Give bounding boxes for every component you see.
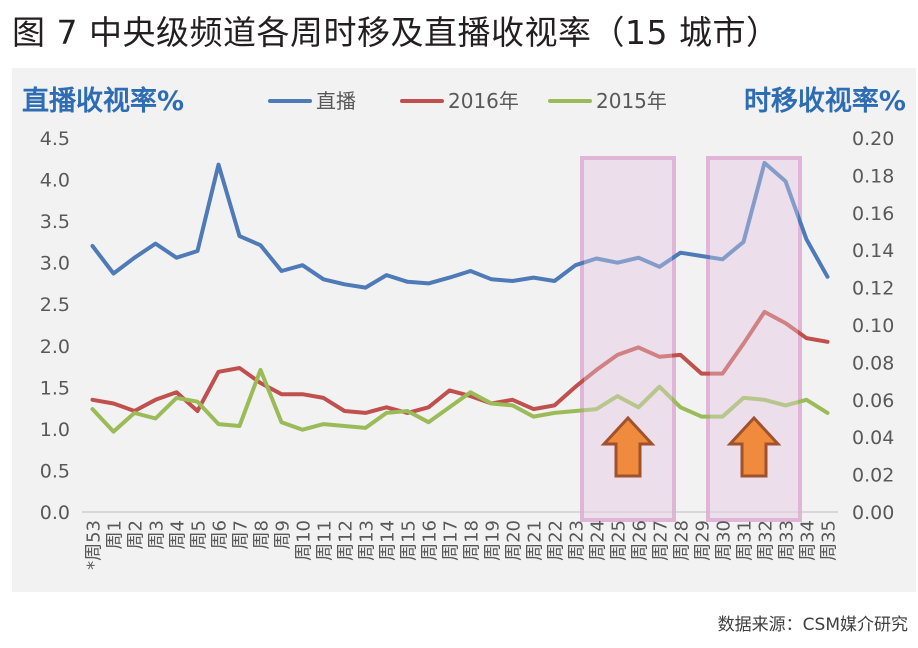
left-tick-label: 3.5 xyxy=(40,211,70,233)
x-tick-label: 周29 xyxy=(693,520,714,561)
x-tick-label: 周8 xyxy=(252,520,273,549)
x-tick-label: 周23 xyxy=(567,520,588,561)
series-line-1 xyxy=(90,309,830,415)
x-tick-label: 周24 xyxy=(588,520,609,561)
legend-label: 直播 xyxy=(316,89,356,113)
series-line-2 xyxy=(90,367,830,434)
left-tick-label: 4.0 xyxy=(40,170,70,192)
left-tick-label: 3.0 xyxy=(40,253,70,275)
right-tick-label: 0.12 xyxy=(852,278,894,300)
x-tick-label: 周20 xyxy=(504,520,525,561)
line-chart: 0.0 0.5 1.0 1.5 2.0 2.5 3.0 3.5 4.0 4.5 0.00 0.02 0.… xyxy=(22,85,906,570)
left-tick-label: 1.0 xyxy=(40,419,70,441)
x-tick-label: 周35 xyxy=(819,520,840,561)
x-tick-label: 周25 xyxy=(609,520,630,561)
axes: 0.0 0.5 1.0 1.5 2.0 2.5 3.0 3.5 4.0 4.5 0.00 0.02 0.… xyxy=(40,128,895,570)
x-tick-label: 周4 xyxy=(168,520,189,549)
right-tick-label: 0.04 xyxy=(852,427,894,449)
up-arrow-icon xyxy=(600,415,656,478)
x-tick-label: 周3 xyxy=(147,520,168,549)
right-tick-label: 0.08 xyxy=(852,352,894,374)
right-tick-label: 0.10 xyxy=(852,315,894,337)
x-tick-label: 周1 xyxy=(105,520,126,549)
x-tick-label: 周11 xyxy=(315,520,336,561)
right-tick-label: 0.02 xyxy=(852,465,894,487)
x-tick-label: 周14 xyxy=(378,520,399,561)
x-tick-label: 周2 xyxy=(126,520,147,549)
x-tick-label: 周22 xyxy=(546,520,567,561)
left-tick-label: 2.0 xyxy=(40,336,70,358)
x-tick-label: 周5 xyxy=(189,520,210,549)
up-arrow-icon xyxy=(726,415,782,478)
x-tick-label: 周32 xyxy=(756,520,777,561)
legend-label: 2016年 xyxy=(448,89,519,113)
right-tick-label: 0.00 xyxy=(852,502,894,524)
x-tick-label: 周16 xyxy=(420,520,441,561)
x-tick-label: 周19 xyxy=(483,520,504,561)
x-tick-label: 周26 xyxy=(630,520,651,561)
data-source: 数据来源：CSM媒介研究 xyxy=(717,615,908,635)
x-tick-label: *周53 xyxy=(84,520,105,570)
x-tick-label: 周28 xyxy=(672,520,693,561)
left-axis-title: 直播收视率% xyxy=(22,85,184,117)
x-tick-label: 周10 xyxy=(294,520,315,561)
right-tick-label: 0.14 xyxy=(852,240,894,262)
left-tick-label: 1.5 xyxy=(40,377,70,399)
right-tick-label: 0.18 xyxy=(852,165,894,187)
legend-label: 2015年 xyxy=(596,89,667,113)
x-tick-label: 周21 xyxy=(525,520,546,561)
chart-panel: 0.0 0.5 1.0 1.5 2.0 2.5 3.0 3.5 4.0 4.5 0.00 0.02 0.… xyxy=(12,68,916,592)
x-tick-label: 周9 xyxy=(273,520,294,549)
x-tick-label: 周30 xyxy=(714,520,735,561)
x-tick-label: 周33 xyxy=(777,520,798,561)
x-tick-label: 周27 xyxy=(651,520,672,561)
right-tick-label: 0.06 xyxy=(852,390,894,412)
x-tick-label: 周6 xyxy=(210,520,231,549)
legend: 直播 2016年 2015年 xyxy=(268,89,667,113)
left-tick-label: 2.5 xyxy=(40,294,70,316)
x-tick-label: 周17 xyxy=(441,520,462,561)
right-axis-title: 时移收视率% xyxy=(744,85,906,117)
right-tick-label: 0.16 xyxy=(852,203,894,225)
highlight-arrows xyxy=(600,415,782,478)
x-tick-label: 周31 xyxy=(735,520,756,561)
x-tick-label: 周34 xyxy=(798,520,819,561)
left-tick-label: 0.0 xyxy=(40,502,70,524)
x-tick-label: 周7 xyxy=(231,520,252,549)
series-line-0 xyxy=(90,160,830,290)
x-tick-label: 周13 xyxy=(357,520,378,561)
series-lines xyxy=(90,160,830,518)
x-tick-label: 周12 xyxy=(336,520,357,561)
x-tick-label: 周15 xyxy=(399,520,420,561)
left-tick-label: 4.5 xyxy=(40,128,70,150)
x-tick-label: 周18 xyxy=(462,520,483,561)
left-tick-label: 0.5 xyxy=(40,460,70,482)
right-tick-label: 0.20 xyxy=(852,128,894,150)
figure-title: 图 7 中央级频道各周时移及直播收视率（15 城市） xyxy=(12,13,780,52)
